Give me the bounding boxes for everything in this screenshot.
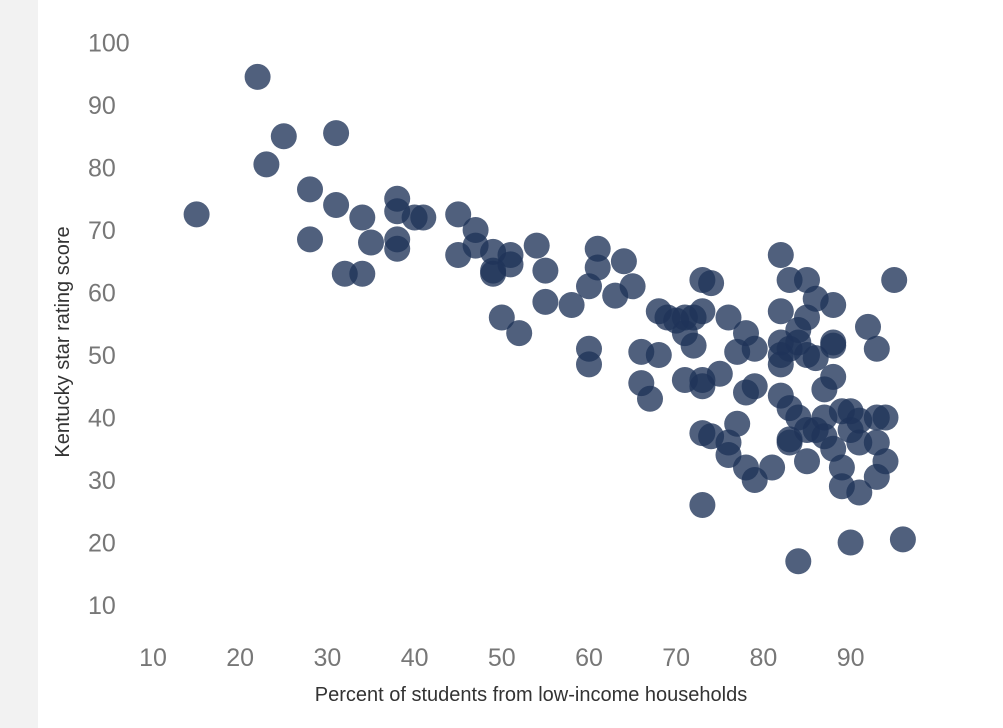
data-point	[820, 292, 847, 318]
data-point	[445, 201, 472, 228]
data-point	[497, 251, 524, 278]
data-point	[183, 201, 210, 228]
data-point	[881, 267, 908, 293]
data-point	[410, 204, 437, 231]
data-point	[584, 254, 611, 281]
data-point	[384, 235, 411, 262]
data-point	[532, 288, 559, 315]
y-tick-label: 30	[88, 467, 116, 495]
data-point	[689, 492, 716, 518]
data-point	[828, 454, 855, 481]
data-point	[297, 176, 323, 203]
data-point	[820, 363, 847, 390]
data-points	[183, 63, 916, 575]
data-point	[724, 410, 751, 437]
data-point	[698, 270, 725, 297]
y-tick-label: 80	[88, 155, 116, 183]
data-point	[523, 232, 550, 259]
data-point	[488, 304, 515, 331]
y-tick-label: 10	[88, 592, 116, 620]
data-point	[349, 260, 376, 287]
x-tick-label: 90	[837, 644, 865, 672]
x-tick-label: 60	[575, 644, 603, 672]
x-tick-label: 50	[488, 644, 516, 672]
data-point	[506, 320, 533, 347]
data-point	[619, 273, 646, 300]
x-tick-label: 70	[662, 644, 690, 672]
data-point	[715, 304, 742, 331]
y-tick-label: 70	[88, 217, 116, 245]
data-point	[558, 292, 585, 318]
x-axis-ticks: 10 20 30 40 50 60 70 80 90	[139, 644, 864, 672]
data-point	[855, 313, 881, 340]
y-tick-label: 60	[88, 280, 116, 308]
data-point	[767, 242, 794, 268]
data-point	[785, 548, 812, 575]
data-point	[637, 385, 663, 412]
x-tick-label: 10	[139, 644, 167, 672]
data-point	[863, 335, 890, 362]
data-point	[872, 404, 899, 431]
data-point	[576, 351, 602, 378]
chart-card	[38, 0, 1003, 728]
data-point	[837, 529, 864, 556]
data-point	[270, 123, 297, 150]
x-tick-label: 20	[226, 644, 254, 672]
y-tick-label: 40	[88, 405, 116, 433]
data-point	[767, 298, 794, 325]
y-tick-label: 100	[88, 30, 130, 58]
data-point	[253, 151, 280, 178]
data-point	[820, 332, 847, 359]
data-point	[584, 235, 611, 262]
y-tick-label: 20	[88, 530, 116, 558]
y-axis-title: Kentucky star rating score	[52, 226, 74, 457]
data-point	[323, 192, 350, 218]
x-tick-label: 80	[749, 644, 777, 672]
data-point	[689, 298, 716, 325]
data-point	[889, 526, 916, 553]
data-point	[358, 229, 384, 256]
data-point	[759, 454, 786, 481]
data-point	[323, 120, 350, 147]
data-point	[846, 479, 873, 506]
x-axis-title: Percent of students from low-income hous…	[315, 684, 747, 706]
data-point	[706, 360, 733, 387]
data-point	[741, 335, 768, 362]
data-point	[532, 257, 559, 284]
y-axis-ticks: 10 20 30 40 50 60 70 80 90 100	[88, 30, 130, 621]
data-point	[645, 342, 672, 368]
y-tick-label: 50	[88, 342, 116, 370]
y-tick-label: 90	[88, 92, 116, 120]
x-tick-label: 40	[401, 644, 429, 672]
data-point	[680, 332, 707, 359]
data-point	[794, 448, 820, 475]
data-point	[297, 226, 323, 253]
data-point	[610, 248, 637, 275]
data-point	[349, 204, 376, 231]
x-tick-label: 30	[313, 644, 341, 672]
data-point	[872, 448, 899, 475]
data-point	[244, 63, 271, 90]
data-point	[741, 373, 768, 400]
